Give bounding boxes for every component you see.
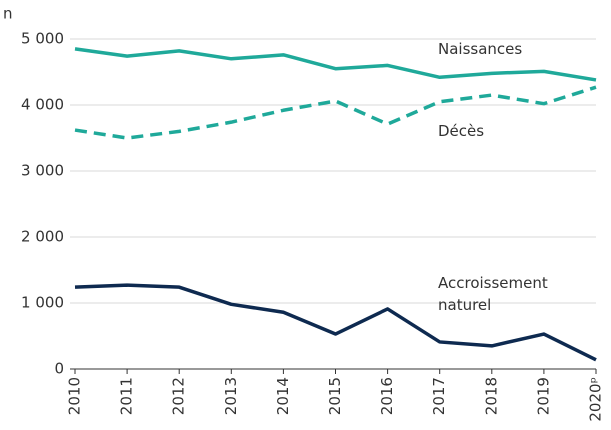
y-tick-label: 5 000 xyxy=(21,30,64,48)
x-tick-label: 2020ᵖ xyxy=(587,377,605,422)
x-tick-label: 2015 xyxy=(326,377,344,415)
x-tick-label: 2012 xyxy=(170,377,188,415)
series-line xyxy=(74,283,597,362)
x-tick-label: 2017 xyxy=(430,377,448,415)
x-tick-label: 2013 xyxy=(222,377,240,415)
series-label-text: Naissances xyxy=(438,40,523,58)
y-tick-label: 4 000 xyxy=(21,96,64,114)
series-label: Naissances xyxy=(438,40,523,58)
series-label: Accroissement naturel xyxy=(438,274,548,314)
x-tick-label: 2018 xyxy=(482,377,500,415)
x-tick-label: 2014 xyxy=(274,377,292,415)
x-tick-label: 2016 xyxy=(378,377,396,415)
y-tick-label: 1 000 xyxy=(21,294,64,312)
x-tick-label: 2019 xyxy=(534,377,552,415)
y-tick-label: 0 xyxy=(54,360,64,378)
series-line xyxy=(74,85,597,140)
series-line xyxy=(74,47,597,82)
series-label-text: Décès xyxy=(438,122,485,140)
y-tick-label: 3 000 xyxy=(21,162,64,180)
series-label-text: Accroissement naturel xyxy=(438,274,548,314)
x-tick-label: 2011 xyxy=(118,377,136,415)
series-label: Décès xyxy=(438,122,485,140)
x-tick-label: 2010 xyxy=(66,377,84,415)
y-tick-label: 2 000 xyxy=(21,228,64,246)
y-axis-label: n xyxy=(3,5,13,23)
